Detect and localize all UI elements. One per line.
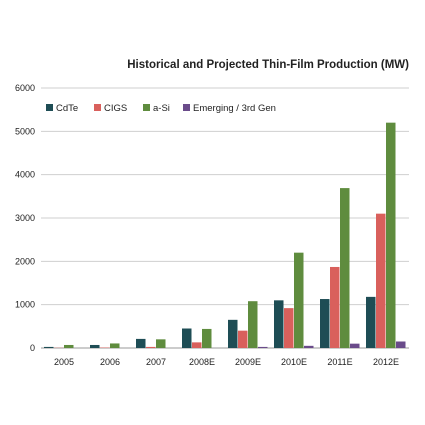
x-axis-ticks: 2005 2006 2007 2008E 2009E 2010E 2011E 2012E bbox=[54, 357, 399, 367]
x-tick-label: 2011E bbox=[327, 357, 352, 367]
legend-label: Emerging / 3rd Gen bbox=[193, 103, 276, 114]
legend-swatch bbox=[94, 104, 101, 111]
bar-a-si-2008e bbox=[202, 328, 212, 348]
bar-emerging-3rd-gen-2011e bbox=[350, 343, 360, 348]
x-tick-label: 2012E bbox=[373, 357, 399, 367]
bar-cigs-2012e bbox=[376, 213, 386, 348]
bar-cdte-2012e bbox=[366, 296, 376, 348]
gridlines bbox=[41, 87, 409, 349]
bar-a-si-2010e bbox=[294, 252, 304, 348]
legend: CdTe CIGS a-Si Emerging / 3rd Gen bbox=[46, 103, 276, 114]
legend-swatch bbox=[183, 104, 190, 111]
bar-a-si-2007 bbox=[156, 339, 166, 348]
bar-cdte-2005 bbox=[44, 346, 54, 348]
x-tick-label: 2008E bbox=[189, 357, 215, 367]
x-tick-label: 2005 bbox=[54, 357, 74, 367]
x-tick-label: 2006 bbox=[100, 357, 120, 367]
legend-label: CdTe bbox=[56, 103, 78, 114]
bar-a-si-2006 bbox=[110, 343, 120, 348]
bar-cdte-2010e bbox=[274, 300, 284, 348]
legend-swatch bbox=[46, 104, 53, 111]
bar-emerging-3rd-gen-2009e bbox=[258, 346, 268, 348]
legend-label: a-Si bbox=[153, 103, 170, 114]
y-tick-label: 2000 bbox=[15, 256, 35, 266]
bar-cdte-2011e bbox=[320, 299, 330, 348]
legend-swatch bbox=[143, 104, 150, 111]
legend-label: CIGS bbox=[104, 103, 127, 114]
y-tick-label: 1000 bbox=[15, 300, 35, 310]
y-tick-label: 6000 bbox=[15, 83, 35, 93]
bar-emerging-3rd-gen-2010e bbox=[304, 345, 314, 348]
bar-a-si-2005 bbox=[64, 344, 74, 348]
x-tick-label: 2007 bbox=[146, 357, 166, 367]
bar-emerging-3rd-gen-2012e bbox=[396, 341, 406, 348]
bar-cigs-2009e bbox=[238, 330, 248, 348]
y-tick-label: 3000 bbox=[15, 213, 35, 223]
bar-cigs-2011e bbox=[330, 266, 340, 348]
bar-a-si-2011e bbox=[340, 188, 350, 348]
x-tick-label: 2010E bbox=[281, 357, 307, 367]
chart-title: Historical and Projected Thin-Film Produ… bbox=[127, 59, 409, 71]
x-tick-label: 2009E bbox=[235, 357, 261, 367]
y-axis-ticks: 0 1000 2000 3000 4000 5000 6000 bbox=[15, 83, 35, 353]
bar-cigs-2008e bbox=[192, 342, 202, 348]
bar-cdte-2007 bbox=[136, 338, 146, 348]
y-tick-label: 5000 bbox=[15, 126, 35, 136]
bar-a-si-2009e bbox=[248, 301, 258, 348]
bar-cdte-2009e bbox=[228, 319, 238, 348]
bars bbox=[44, 122, 406, 349]
bar-cigs-2007 bbox=[146, 346, 156, 348]
y-tick-label: 0 bbox=[30, 343, 35, 353]
y-tick-label: 4000 bbox=[15, 170, 35, 180]
bar-cdte-2008e bbox=[182, 328, 192, 348]
bar-cigs-2010e bbox=[284, 308, 294, 348]
bar-cdte-2006 bbox=[90, 344, 100, 348]
bar-a-si-2012e bbox=[386, 122, 396, 349]
